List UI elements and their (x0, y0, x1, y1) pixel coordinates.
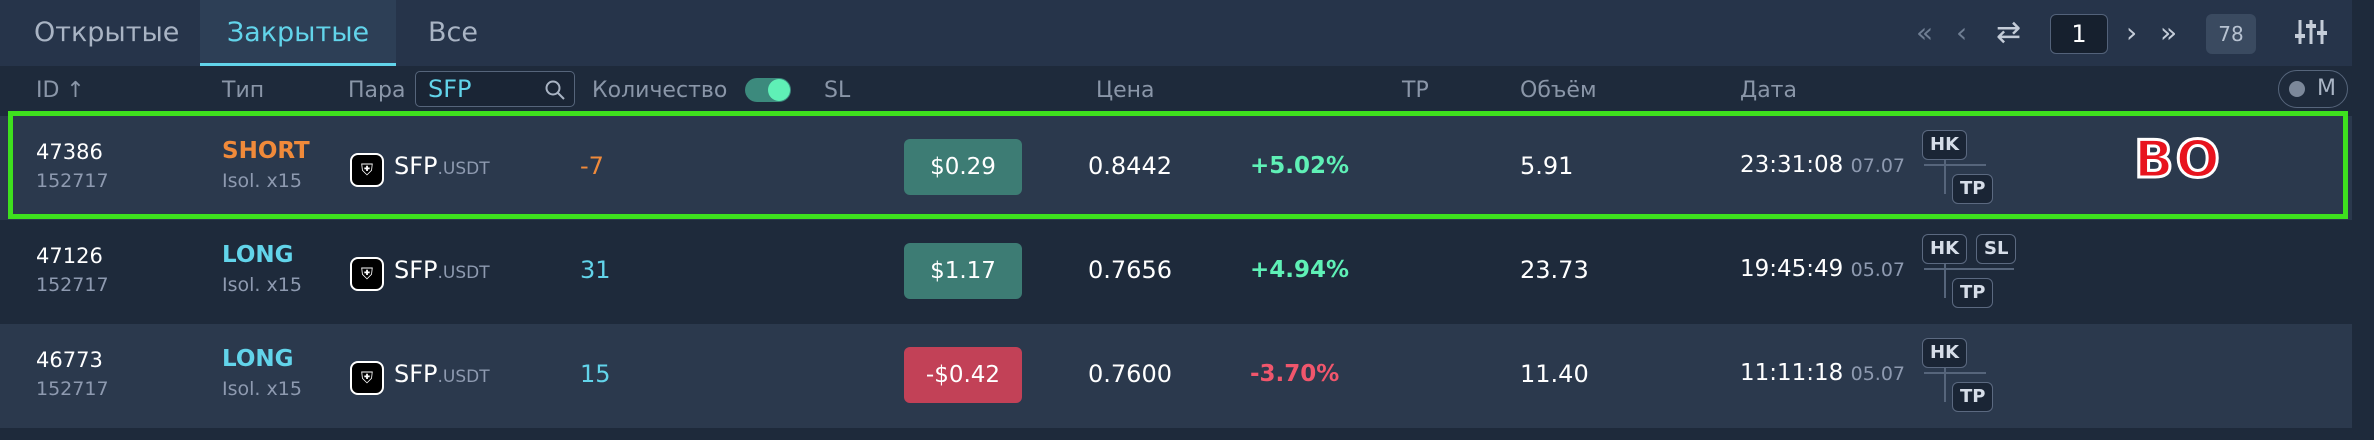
header-id[interactable]: ID ↑ (36, 78, 85, 103)
double-chevron-right-icon[interactable]: » (2160, 16, 2178, 49)
account-id: 152717 (36, 170, 109, 192)
account-id: 152717 (36, 274, 109, 296)
pair-filter-value: SFP (428, 75, 472, 103)
date-value: 05.07 (1850, 259, 1906, 281)
tp-badge[interactable]: TP (1952, 382, 1994, 412)
chevron-right-icon[interactable]: › (2126, 16, 2138, 49)
tab-bar: Открытые Закрытые Все « ‹ ⇄ 1 › » 78 (0, 0, 2352, 66)
side-label: LONG (222, 242, 294, 268)
pnl-badge: $1.17 (904, 243, 1022, 299)
chevron-left-icon[interactable]: ‹ (1956, 16, 1968, 49)
side-label: LONG (222, 346, 294, 372)
pnl-badge: -$0.42 (904, 347, 1022, 403)
toggle-dot (2289, 81, 2305, 97)
order-id: 46773 (36, 348, 103, 372)
price-value: 0.8442 (1088, 152, 1172, 180)
header-tp: TP (1402, 78, 1429, 103)
price-value: 0.7600 (1088, 360, 1172, 388)
quantity-value: -7 (580, 152, 604, 180)
connector-line (1944, 364, 1946, 402)
header-pair: Пара (348, 78, 406, 103)
connector-line (1944, 260, 1946, 298)
header-date: Дата (1740, 78, 1797, 103)
tab-open[interactable]: Открытые (34, 17, 180, 48)
header-volume: Объём (1520, 78, 1597, 103)
pnl-percent: +5.02% (1250, 153, 1350, 179)
shield-coin-icon: ⛨ (350, 257, 384, 291)
hk-badge[interactable]: HK (1922, 130, 1968, 160)
volume-value: 23.73 (1520, 256, 1589, 284)
tp-badge[interactable]: TP (1952, 174, 1994, 204)
tab-all[interactable]: Все (428, 17, 478, 48)
connector-line (1944, 156, 1946, 194)
time-value: 19:45:49 (1740, 256, 1844, 282)
quantity-value: 15 (580, 360, 611, 388)
total-pages-badge: 78 (2206, 14, 2256, 54)
order-id: 47126 (36, 244, 103, 268)
close-time: 19:45:49 05.07 (1740, 256, 1905, 282)
m-toggle-label: M (2317, 76, 2336, 101)
header-sl: SL (824, 78, 851, 103)
connector-line (1924, 164, 1986, 166)
quantity-value: 31 (580, 256, 611, 284)
table-row[interactable]: 46773 152717 LONG Isol. x15 ⛨ SFP.USDT 1… (0, 324, 2352, 428)
toggle-knob (768, 79, 790, 101)
sl-badge[interactable]: SL (1976, 234, 2017, 264)
tp-badge[interactable]: TP (1952, 278, 1994, 308)
pnl-badge: $0.29 (904, 139, 1022, 195)
account-id: 152717 (36, 378, 109, 400)
filter-sliders-icon[interactable] (2294, 14, 2328, 56)
leverage-label: Isol. x15 (222, 170, 302, 192)
close-time: 11:11:18 05.07 (1740, 360, 1905, 386)
page-number-input[interactable]: 1 (2050, 14, 2108, 54)
double-chevron-left-icon[interactable]: « (1916, 16, 1934, 49)
volume-value: 11.40 (1520, 360, 1589, 388)
shield-coin-icon: ⛨ (350, 361, 384, 395)
pair-label[interactable]: SFP.USDT (394, 152, 490, 180)
pair-filter-input[interactable]: SFP (415, 71, 575, 107)
close-time: 23:31:08 07.07 (1740, 152, 1905, 178)
table-row[interactable]: 47126 152717 LONG Isol. x15 ⛨ SFP.USDT 3… (0, 220, 2352, 324)
shield-coin-icon: ⛨ (350, 153, 384, 187)
table-row[interactable]: 47386 152717 SHORT Isol. x15 ⛨ SFP.USDT … (0, 116, 2352, 220)
pnl-percent: +4.94% (1250, 257, 1350, 283)
pair-label[interactable]: SFP.USDT (394, 256, 490, 284)
hk-badge[interactable]: HK (1922, 234, 1968, 264)
repeat-icon[interactable]: ⇄ (1996, 15, 2022, 50)
date-value: 05.07 (1850, 363, 1906, 385)
selected-row-highlight (8, 111, 2348, 219)
order-id: 47386 (36, 140, 103, 164)
leverage-label: Isol. x15 (222, 378, 302, 400)
header-quantity: Количество (592, 78, 728, 103)
connector-line (1924, 268, 2014, 270)
pair-quote: .USDT (437, 367, 490, 387)
pair-base: SFP (394, 256, 438, 284)
pair-label[interactable]: SFP.USDT (394, 360, 490, 388)
header-type: Тип (222, 78, 265, 103)
pair-base: SFP (394, 360, 438, 388)
price-value: 0.7656 (1088, 256, 1172, 284)
time-value: 23:31:08 (1740, 152, 1844, 178)
pair-base: SFP (394, 152, 438, 180)
header-price: Цена (1096, 78, 1155, 103)
leverage-label: Isol. x15 (222, 274, 302, 296)
pair-quote: .USDT (437, 159, 490, 179)
hk-badge[interactable]: HK (1922, 338, 1968, 368)
date-value: 07.07 (1850, 155, 1906, 177)
m-toggle[interactable]: M (2278, 70, 2348, 108)
time-value: 11:11:18 (1740, 360, 1844, 386)
search-icon (545, 80, 565, 100)
tab-closed[interactable]: Закрытые (200, 0, 396, 66)
pair-quote: .USDT (437, 263, 490, 283)
quantity-toggle[interactable] (745, 78, 791, 102)
pnl-percent: -3.70% (1250, 361, 1340, 387)
annotation-label: BO (2133, 129, 2222, 192)
side-label: SHORT (222, 138, 310, 164)
volume-value: 5.91 (1520, 152, 1574, 180)
table-header: ID ↑ Тип Пара SFP Количество SL Цена TP … (0, 66, 2352, 110)
connector-line (1924, 372, 1986, 374)
